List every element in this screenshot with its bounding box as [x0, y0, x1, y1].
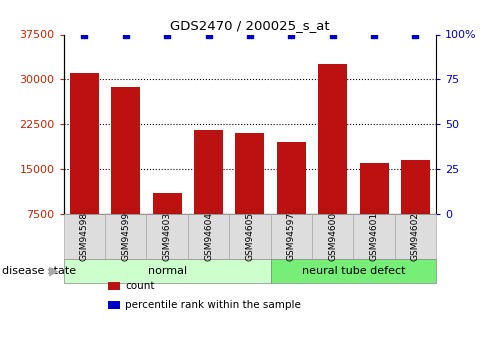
Text: GSM94603: GSM94603	[163, 212, 172, 261]
Point	[370, 32, 378, 37]
Text: count: count	[125, 282, 154, 291]
Text: GSM94602: GSM94602	[411, 212, 420, 261]
Bar	[277, 142, 306, 214]
Point	[287, 32, 295, 37]
Text: disease state: disease state	[2, 266, 76, 276]
Bar	[70, 73, 99, 214]
Bar	[111, 87, 140, 214]
Point	[163, 32, 171, 37]
Text: ▶: ▶	[49, 264, 59, 277]
Text: GSM94597: GSM94597	[287, 212, 296, 261]
Bar	[235, 133, 265, 214]
Bar	[401, 160, 430, 214]
Point	[246, 32, 254, 37]
Text: percentile rank within the sample: percentile rank within the sample	[125, 300, 301, 310]
Text: GSM94600: GSM94600	[328, 212, 337, 261]
Point	[329, 32, 337, 37]
Title: GDS2470 / 200025_s_at: GDS2470 / 200025_s_at	[170, 19, 330, 32]
Point	[80, 32, 88, 37]
Text: GSM94601: GSM94601	[369, 212, 379, 261]
Text: normal: normal	[147, 266, 187, 276]
Text: GSM94604: GSM94604	[204, 212, 213, 261]
Text: GSM94599: GSM94599	[121, 212, 130, 261]
Text: GSM94598: GSM94598	[80, 212, 89, 261]
Bar	[194, 130, 223, 214]
Text: neural tube defect: neural tube defect	[301, 266, 405, 276]
Text: GSM94605: GSM94605	[245, 212, 254, 261]
Point	[205, 32, 213, 37]
Point	[412, 32, 419, 37]
Bar	[153, 193, 182, 214]
Bar	[360, 163, 389, 214]
Bar	[318, 65, 347, 214]
Point	[122, 32, 130, 37]
